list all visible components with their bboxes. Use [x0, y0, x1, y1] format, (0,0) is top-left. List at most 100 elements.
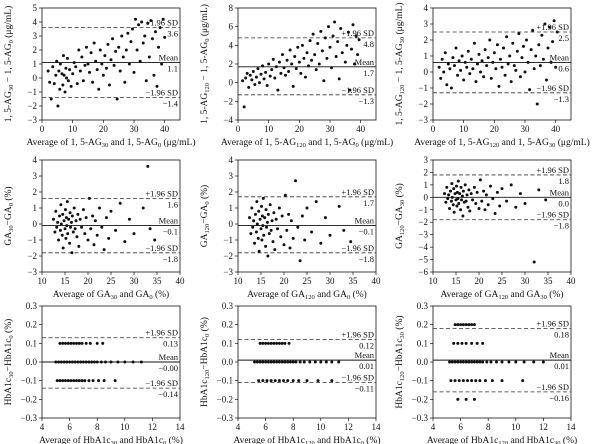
lower-sd-label: −1.96 SD [145, 88, 178, 98]
data-point [449, 86, 453, 90]
data-point [479, 70, 483, 74]
x-tick-label: 12 [344, 422, 353, 432]
data-point [76, 212, 80, 216]
data-point [100, 62, 104, 66]
data-point [346, 30, 350, 34]
data-point [514, 68, 518, 72]
data-point [250, 78, 254, 82]
x-tick-label: 0 [236, 124, 241, 134]
data-point [456, 323, 460, 327]
data-point [74, 65, 78, 69]
data-point [552, 19, 556, 23]
data-point [75, 82, 79, 86]
data-point [59, 222, 63, 226]
data-point [77, 244, 81, 248]
x-tick-label: 12 [148, 422, 157, 432]
data-point [75, 341, 78, 345]
x-tick-label: 40 [160, 124, 170, 134]
data-point [83, 63, 87, 67]
data-point [66, 379, 70, 383]
data-point [472, 323, 476, 327]
y-tick-label: 0 [424, 67, 429, 77]
data-point [62, 360, 66, 364]
data-point [117, 45, 121, 49]
data-point [282, 379, 286, 383]
upper-sd-label: +1.96 SD [341, 187, 374, 197]
data-point [437, 65, 441, 69]
data-point [263, 216, 267, 220]
x-tick-label: 10 [68, 124, 78, 134]
data-point [465, 193, 469, 197]
data-point [537, 188, 541, 192]
data-point [455, 204, 459, 208]
data-point [123, 240, 127, 244]
data-point [459, 323, 463, 327]
data-point [286, 379, 290, 383]
data-point [241, 79, 245, 83]
data-point [72, 379, 76, 383]
data-point [483, 208, 487, 212]
data-point [59, 203, 63, 207]
lower-sd-label: −1.96 SD [145, 378, 178, 388]
data-point [480, 59, 484, 63]
data-point [60, 72, 64, 76]
data-point [94, 59, 98, 63]
data-point [458, 192, 462, 196]
y-tick-label: −0.2 [412, 394, 428, 404]
data-point [521, 44, 525, 48]
data-point [277, 60, 281, 64]
data-point [289, 219, 293, 223]
y-tick-label: −4 [418, 242, 428, 252]
data-point [300, 43, 304, 47]
data-point [66, 232, 70, 236]
data-point [78, 217, 82, 221]
data-point [54, 209, 58, 213]
data-point [297, 60, 301, 64]
data-point [529, 48, 533, 52]
data-point [300, 214, 304, 218]
data-point [72, 341, 76, 345]
y-tick-label: 8 [229, 3, 234, 13]
data-point [242, 105, 246, 109]
data-point [75, 379, 78, 383]
data-point [467, 323, 471, 327]
data-point [500, 65, 504, 69]
data-point [68, 241, 72, 245]
data-point [452, 341, 456, 345]
data-point [498, 57, 502, 61]
data-point [266, 254, 270, 258]
data-point [472, 41, 476, 45]
data-point [269, 228, 273, 232]
data-point [316, 379, 320, 383]
data-point [464, 360, 468, 364]
y-tick-label: 0.0 [26, 357, 38, 367]
data-point [483, 379, 487, 383]
x-tick-label: 6 [458, 422, 463, 432]
data-point [478, 178, 482, 182]
x-axis-label: Average of HbA1c30 and HbA1c0 (%) [39, 435, 183, 444]
y-axis-label: GA30−GA0 (%) [3, 186, 15, 245]
data-point [51, 65, 55, 69]
lower-sd-value: −1.3 [554, 94, 569, 104]
x-tick-label: 10 [459, 124, 469, 134]
data-point [49, 97, 53, 101]
data-point [285, 228, 289, 232]
y-tick-label: −2 [223, 251, 233, 261]
data-point [333, 20, 337, 24]
x-tick-label: 6 [263, 422, 268, 432]
data-point [442, 70, 446, 74]
data-point [70, 360, 74, 364]
data-point [310, 230, 314, 234]
data-point [285, 58, 289, 62]
data-point [87, 360, 91, 364]
data-point [271, 57, 275, 61]
data-point [491, 60, 495, 64]
y-tick-label: 1 [424, 51, 429, 61]
data-point [286, 360, 290, 364]
data-point [313, 53, 317, 57]
data-point [453, 192, 457, 196]
data-point [87, 196, 91, 200]
data-point [63, 227, 67, 231]
data-point [149, 19, 153, 23]
data-point [468, 209, 472, 213]
